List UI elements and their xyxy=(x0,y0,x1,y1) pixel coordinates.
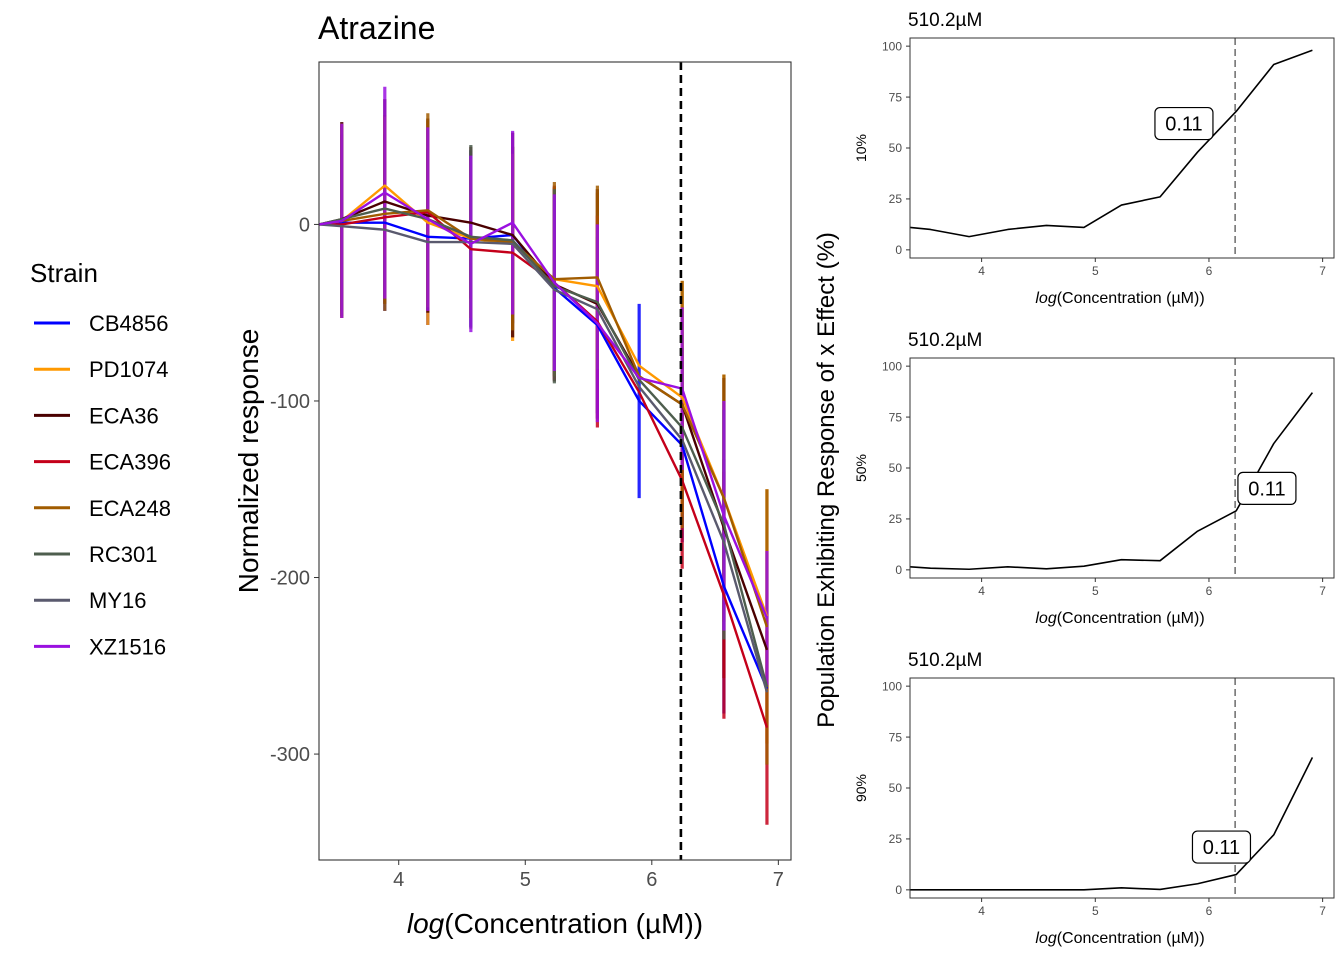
y-axis-title: 10% xyxy=(853,134,869,162)
plot-area xyxy=(319,86,769,825)
legend-label-pd1074: PD1074 xyxy=(89,357,169,382)
series-line xyxy=(910,757,1314,891)
annotation-box xyxy=(1237,471,1297,505)
y-tick-label: 75 xyxy=(889,730,903,744)
x-tick-label: 5 xyxy=(1092,264,1099,278)
y-tick-label: 25 xyxy=(889,192,903,206)
series-line-xz1516 xyxy=(319,191,769,619)
annotation-box xyxy=(1154,106,1214,141)
legend: Strain CB4856 PD1074 ECA36 ECA396 ECA248 RC30… xyxy=(30,258,171,659)
y-tick-label: 50 xyxy=(889,461,903,475)
series-line xyxy=(910,49,1313,238)
x-tick-label: 6 xyxy=(1206,904,1213,918)
x-tick-label: 6 xyxy=(646,869,657,891)
panel-50-percent: 510.2µM 0 25 50 75 100 4 5 6 7 log(Concentration (… xyxy=(853,330,1335,627)
x-tick-label: 7 xyxy=(773,869,784,891)
x-tick-label: 5 xyxy=(1092,904,1099,918)
annotation-label: 0.11 xyxy=(1165,114,1202,136)
x-tick-label: 5 xyxy=(1092,584,1099,598)
y-tick-label: 25 xyxy=(889,512,903,526)
legend-label-eca36: ECA36 xyxy=(89,403,159,428)
y-tick-label: 0 xyxy=(895,563,902,577)
side-ylabel: Population Exhibiting Response of x Effe… xyxy=(813,232,840,728)
y-axis-title: 50% xyxy=(853,454,869,482)
annotation-label: 0.11 xyxy=(1203,837,1240,859)
y-tick-label: 0 xyxy=(895,243,902,257)
x-tick-label: 7 xyxy=(1319,904,1326,918)
y-tick-label: 100 xyxy=(882,359,902,373)
x-axis-title: log(Concentration (µM)) xyxy=(1035,610,1204,627)
plot-area xyxy=(910,49,1313,238)
legend-label-xz1516: XZ1516 xyxy=(89,634,166,659)
panel-title: 510.2µM xyxy=(908,330,982,351)
x-tick-label: 7 xyxy=(1319,264,1326,278)
legend-label-rc301: RC301 xyxy=(89,542,157,567)
x-tick-label: 4 xyxy=(978,264,985,278)
y-tick-label: -100 xyxy=(270,391,310,413)
legend-title: Strain xyxy=(30,258,98,288)
y-tick-label: 75 xyxy=(889,410,903,424)
y-axis-title: 90% xyxy=(853,774,869,802)
y-tick-label: 75 xyxy=(889,90,903,104)
main-chart: Atrazine 0 -100 -200 -300 4 5 6 7 log(Concentrati… xyxy=(233,10,792,939)
y-tick-label: 50 xyxy=(889,781,903,795)
y-axis-title: Normalized response xyxy=(233,329,264,594)
legend-label-cb4856: CB4856 xyxy=(89,311,169,336)
x-axis-title: log(Concentration (µM)) xyxy=(1035,290,1204,307)
legend-label-my16: MY16 xyxy=(89,588,146,613)
y-tick-label: 100 xyxy=(882,679,902,693)
x-axis-title: log(Concentration (µM)) xyxy=(407,908,703,939)
plot-frame xyxy=(909,357,1335,579)
panel-title: Atrazine xyxy=(318,10,435,46)
annotation-box xyxy=(1191,830,1252,864)
legend-label-eca248: ECA248 xyxy=(89,496,171,521)
x-axis-title: log(Concentration (µM)) xyxy=(1035,930,1204,947)
y-tick-label: 0 xyxy=(299,214,310,236)
annotation-label: 0.11 xyxy=(1248,478,1285,500)
plot-frame xyxy=(909,37,1335,259)
x-tick-label: 5 xyxy=(520,869,531,891)
y-tick-label: 0 xyxy=(895,883,902,897)
plot-frame xyxy=(318,61,792,861)
y-tick-label: 25 xyxy=(889,832,903,846)
panel-90-percent: 510.2µM 0 25 50 75 100 4 5 6 7 log(Concentration (… xyxy=(853,650,1335,947)
x-tick-label: 7 xyxy=(1319,584,1326,598)
panel-title: 510.2µM xyxy=(908,10,982,31)
y-tick-label: -300 xyxy=(270,744,310,766)
legend-label-eca396: ECA396 xyxy=(89,450,171,475)
panel-10-percent: 510.2µM 0 25 50 75 100 4 5 6 7 log(Concentration (… xyxy=(853,10,1335,307)
x-tick-label: 6 xyxy=(1206,264,1213,278)
x-tick-label: 4 xyxy=(393,869,404,891)
x-tick-label: 6 xyxy=(1206,584,1213,598)
plot-frame xyxy=(909,677,1335,899)
plot-area xyxy=(910,757,1314,891)
panel-title: 510.2µM xyxy=(908,650,982,671)
series-line-eca248 xyxy=(319,209,769,628)
series-line-rc301 xyxy=(319,207,769,688)
y-tick-label: 50 xyxy=(889,141,903,155)
y-tick-label: 100 xyxy=(882,39,902,53)
side-ylabel-group: Population Exhibiting Response of x Effe… xyxy=(813,232,840,728)
series-line-my16 xyxy=(319,223,769,693)
y-tick-label: -200 xyxy=(270,568,310,590)
x-tick-label: 4 xyxy=(978,584,985,598)
x-tick-label: 4 xyxy=(978,904,985,918)
